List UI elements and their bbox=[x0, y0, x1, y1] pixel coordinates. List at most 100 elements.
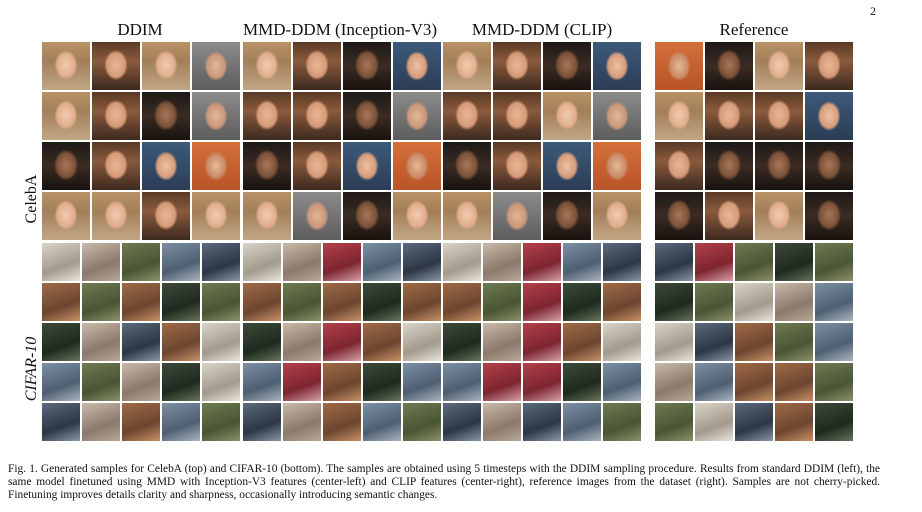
column-title-reference: Reference bbox=[719, 20, 789, 39]
sample-image bbox=[655, 192, 703, 240]
sample-image bbox=[443, 323, 481, 361]
sample-image bbox=[593, 142, 641, 190]
sample-image bbox=[403, 363, 441, 401]
cifar-grid-reference bbox=[655, 243, 853, 441]
cifar-grid-mmd-clip bbox=[443, 243, 641, 441]
sample-image bbox=[805, 142, 853, 190]
sample-image bbox=[122, 283, 160, 321]
sample-image bbox=[162, 363, 200, 401]
sample-image bbox=[142, 42, 190, 90]
sample-image bbox=[655, 42, 703, 90]
sample-image bbox=[92, 92, 140, 140]
sample-image bbox=[815, 283, 853, 321]
sample-image bbox=[202, 283, 240, 321]
sample-image bbox=[695, 283, 733, 321]
sample-image bbox=[403, 323, 441, 361]
sample-image bbox=[243, 283, 281, 321]
sample-image bbox=[243, 363, 281, 401]
sample-image bbox=[563, 323, 601, 361]
sample-image bbox=[122, 403, 160, 441]
column-title-ddim: DDIM bbox=[117, 20, 163, 39]
sample-image bbox=[162, 403, 200, 441]
sample-image bbox=[775, 323, 813, 361]
sample-image bbox=[603, 363, 641, 401]
sample-image bbox=[755, 92, 803, 140]
sample-image bbox=[42, 283, 80, 321]
sample-image bbox=[293, 192, 341, 240]
sample-image bbox=[202, 403, 240, 441]
sample-image bbox=[603, 283, 641, 321]
sample-image bbox=[343, 42, 391, 90]
sample-image bbox=[655, 403, 693, 441]
sample-image bbox=[283, 363, 321, 401]
sample-image bbox=[755, 192, 803, 240]
sample-image bbox=[775, 243, 813, 281]
cifar-grid-mmd-inception bbox=[243, 243, 441, 441]
sample-image bbox=[82, 323, 120, 361]
sample-image bbox=[655, 243, 693, 281]
sample-image bbox=[483, 323, 521, 361]
sample-image bbox=[735, 363, 773, 401]
sample-image bbox=[523, 243, 561, 281]
sample-image bbox=[695, 243, 733, 281]
sample-image bbox=[162, 283, 200, 321]
sample-image bbox=[755, 142, 803, 190]
sample-image bbox=[42, 243, 80, 281]
sample-image bbox=[293, 142, 341, 190]
sample-image bbox=[283, 283, 321, 321]
sample-image bbox=[42, 142, 90, 190]
sample-image bbox=[735, 243, 773, 281]
sample-image bbox=[543, 192, 591, 240]
sample-image bbox=[403, 283, 441, 321]
sample-image bbox=[805, 92, 853, 140]
sample-image bbox=[243, 192, 291, 240]
sample-image bbox=[363, 403, 401, 441]
sample-image bbox=[755, 42, 803, 90]
sample-image bbox=[695, 363, 733, 401]
sample-image bbox=[563, 363, 601, 401]
sample-image bbox=[122, 323, 160, 361]
sample-image bbox=[343, 92, 391, 140]
sample-image bbox=[543, 42, 591, 90]
sample-image bbox=[695, 403, 733, 441]
sample-image bbox=[202, 323, 240, 361]
sample-image bbox=[735, 403, 773, 441]
sample-image bbox=[815, 363, 853, 401]
sample-image bbox=[483, 283, 521, 321]
sample-image bbox=[202, 363, 240, 401]
sample-image bbox=[563, 403, 601, 441]
sample-image bbox=[443, 42, 491, 90]
sample-image bbox=[403, 243, 441, 281]
sample-image bbox=[42, 92, 90, 140]
sample-image bbox=[122, 243, 160, 281]
sample-image bbox=[523, 323, 561, 361]
sample-image bbox=[283, 323, 321, 361]
sample-image bbox=[655, 283, 693, 321]
sample-image bbox=[655, 142, 703, 190]
sample-image bbox=[283, 243, 321, 281]
sample-image bbox=[805, 192, 853, 240]
sample-image bbox=[363, 243, 401, 281]
sample-image bbox=[705, 192, 753, 240]
sample-image bbox=[493, 192, 541, 240]
sample-image bbox=[705, 42, 753, 90]
sample-image bbox=[393, 192, 441, 240]
sample-image bbox=[443, 363, 481, 401]
sample-image bbox=[593, 92, 641, 140]
column-title-mmd-clip: MMD-DDM (CLIP) bbox=[471, 20, 613, 39]
row-label-celeba: CelebA bbox=[23, 174, 40, 224]
sample-image bbox=[543, 142, 591, 190]
celeba-grid-ddim bbox=[42, 42, 240, 240]
sample-image bbox=[543, 92, 591, 140]
sample-image bbox=[243, 403, 281, 441]
sample-image bbox=[243, 323, 281, 361]
figure-caption: Fig. 1. Generated samples for CelebA (to… bbox=[8, 463, 880, 501]
sample-image bbox=[343, 142, 391, 190]
sample-image bbox=[483, 403, 521, 441]
sample-image bbox=[323, 403, 361, 441]
sample-image bbox=[523, 403, 561, 441]
celeba-grid-mmd-clip bbox=[443, 42, 641, 240]
sample-image bbox=[283, 403, 321, 441]
page-number: 2 bbox=[870, 4, 876, 18]
sample-image bbox=[343, 192, 391, 240]
